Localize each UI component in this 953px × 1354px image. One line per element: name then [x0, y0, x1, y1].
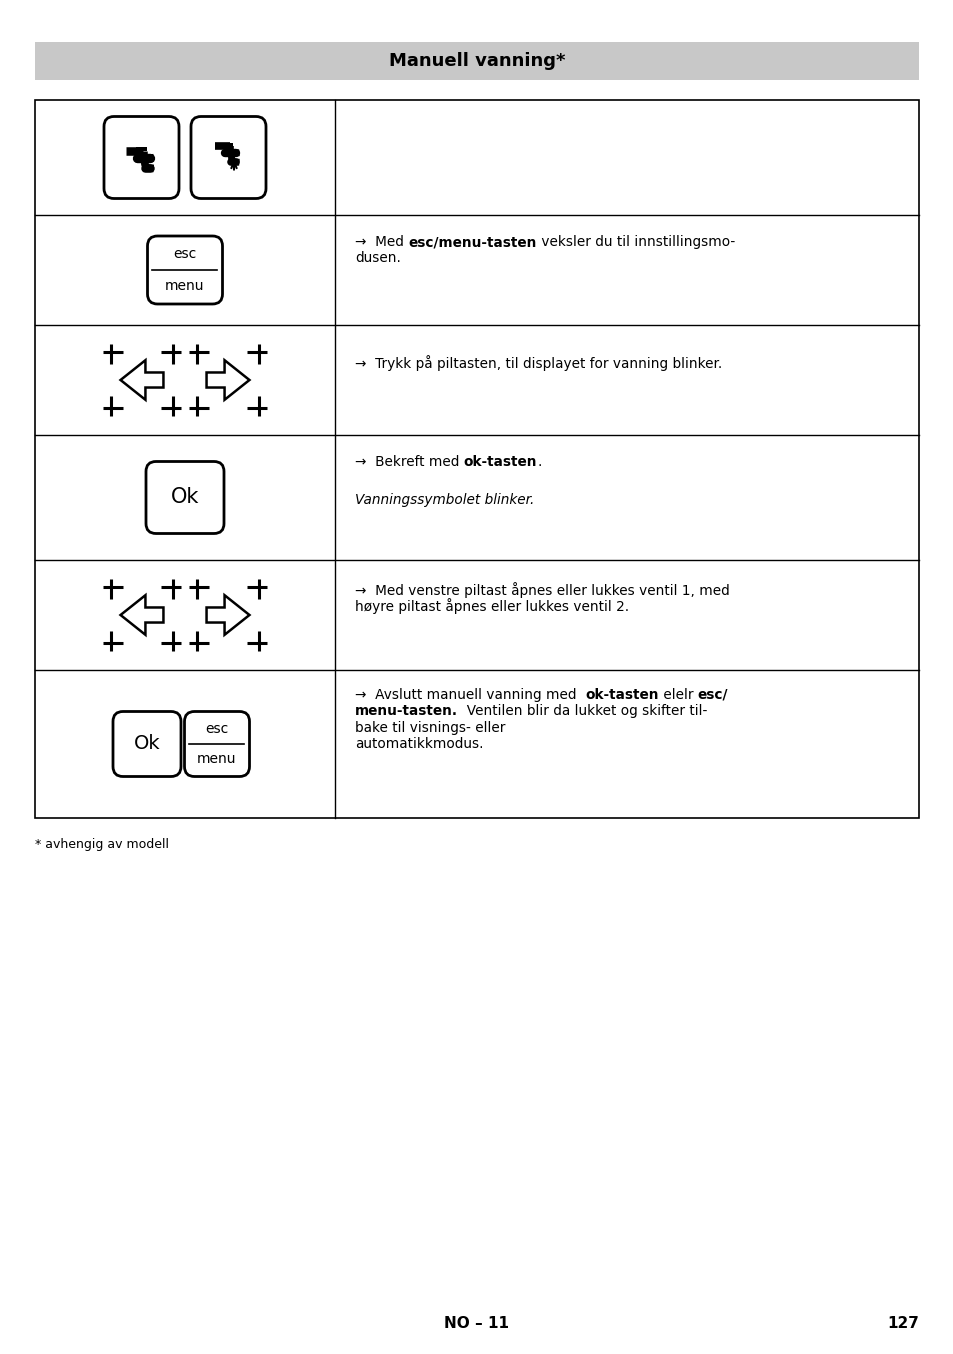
- Text: →  Med: → Med: [355, 236, 408, 249]
- Text: Ok: Ok: [133, 734, 160, 753]
- Text: →  Trykk på piltasten, til displayet for vanning blinker.: → Trykk på piltasten, til displayet for …: [355, 355, 721, 371]
- FancyBboxPatch shape: [148, 236, 222, 305]
- Polygon shape: [207, 596, 249, 635]
- Text: Ventilen blir da lukket og skifter til-: Ventilen blir da lukket og skifter til-: [457, 704, 706, 719]
- Text: 127: 127: [886, 1316, 918, 1331]
- Text: esc: esc: [205, 722, 229, 737]
- Text: menu: menu: [165, 279, 205, 292]
- Text: menu-tasten.: menu-tasten.: [355, 704, 457, 719]
- Text: →  Med venstre piltast åpnes eller lukkes ventil 1, med: → Med venstre piltast åpnes eller lukkes…: [355, 582, 729, 598]
- Text: esc: esc: [173, 248, 196, 261]
- Bar: [224, 142, 233, 146]
- Text: →  Bekreft med: → Bekreft med: [355, 455, 463, 468]
- Text: ok-tasten: ok-tasten: [584, 688, 659, 701]
- Text: veksler du til innstillingsmo-: veksler du til innstillingsmo-: [536, 236, 734, 249]
- Text: elelr: elelr: [659, 688, 697, 701]
- Text: .: .: [537, 455, 541, 468]
- Text: menu: menu: [197, 751, 236, 766]
- Text: esc/menu-tasten: esc/menu-tasten: [408, 236, 536, 249]
- Bar: [35, 100, 918, 818]
- Polygon shape: [120, 596, 163, 635]
- Text: høyre piltast åpnes eller lukkes ventil 2.: høyre piltast åpnes eller lukkes ventil …: [355, 598, 628, 615]
- FancyBboxPatch shape: [184, 711, 250, 776]
- Text: Ok: Ok: [171, 487, 199, 508]
- Text: * avhengig av modell: * avhengig av modell: [35, 838, 169, 852]
- Polygon shape: [120, 360, 163, 399]
- Text: dusen.: dusen.: [355, 252, 400, 265]
- Text: NO – 11: NO – 11: [444, 1316, 509, 1331]
- Text: Vanningssymbolet blinker.: Vanningssymbolet blinker.: [355, 493, 534, 506]
- Text: esc/: esc/: [697, 688, 727, 701]
- Bar: [35, 42, 918, 80]
- FancyBboxPatch shape: [146, 462, 224, 533]
- Polygon shape: [207, 360, 249, 399]
- FancyBboxPatch shape: [104, 116, 179, 199]
- Text: ok-tasten: ok-tasten: [463, 455, 537, 468]
- Text: automatikkmodus.: automatikkmodus.: [355, 738, 483, 751]
- Text: Manuell vanning*: Manuell vanning*: [388, 51, 565, 70]
- FancyBboxPatch shape: [112, 711, 181, 776]
- Text: →  Avslutt manuell vanning med: → Avslutt manuell vanning med: [355, 688, 584, 701]
- Bar: [136, 146, 147, 150]
- FancyBboxPatch shape: [191, 116, 266, 199]
- Text: bake til visnings- eller: bake til visnings- eller: [355, 720, 505, 735]
